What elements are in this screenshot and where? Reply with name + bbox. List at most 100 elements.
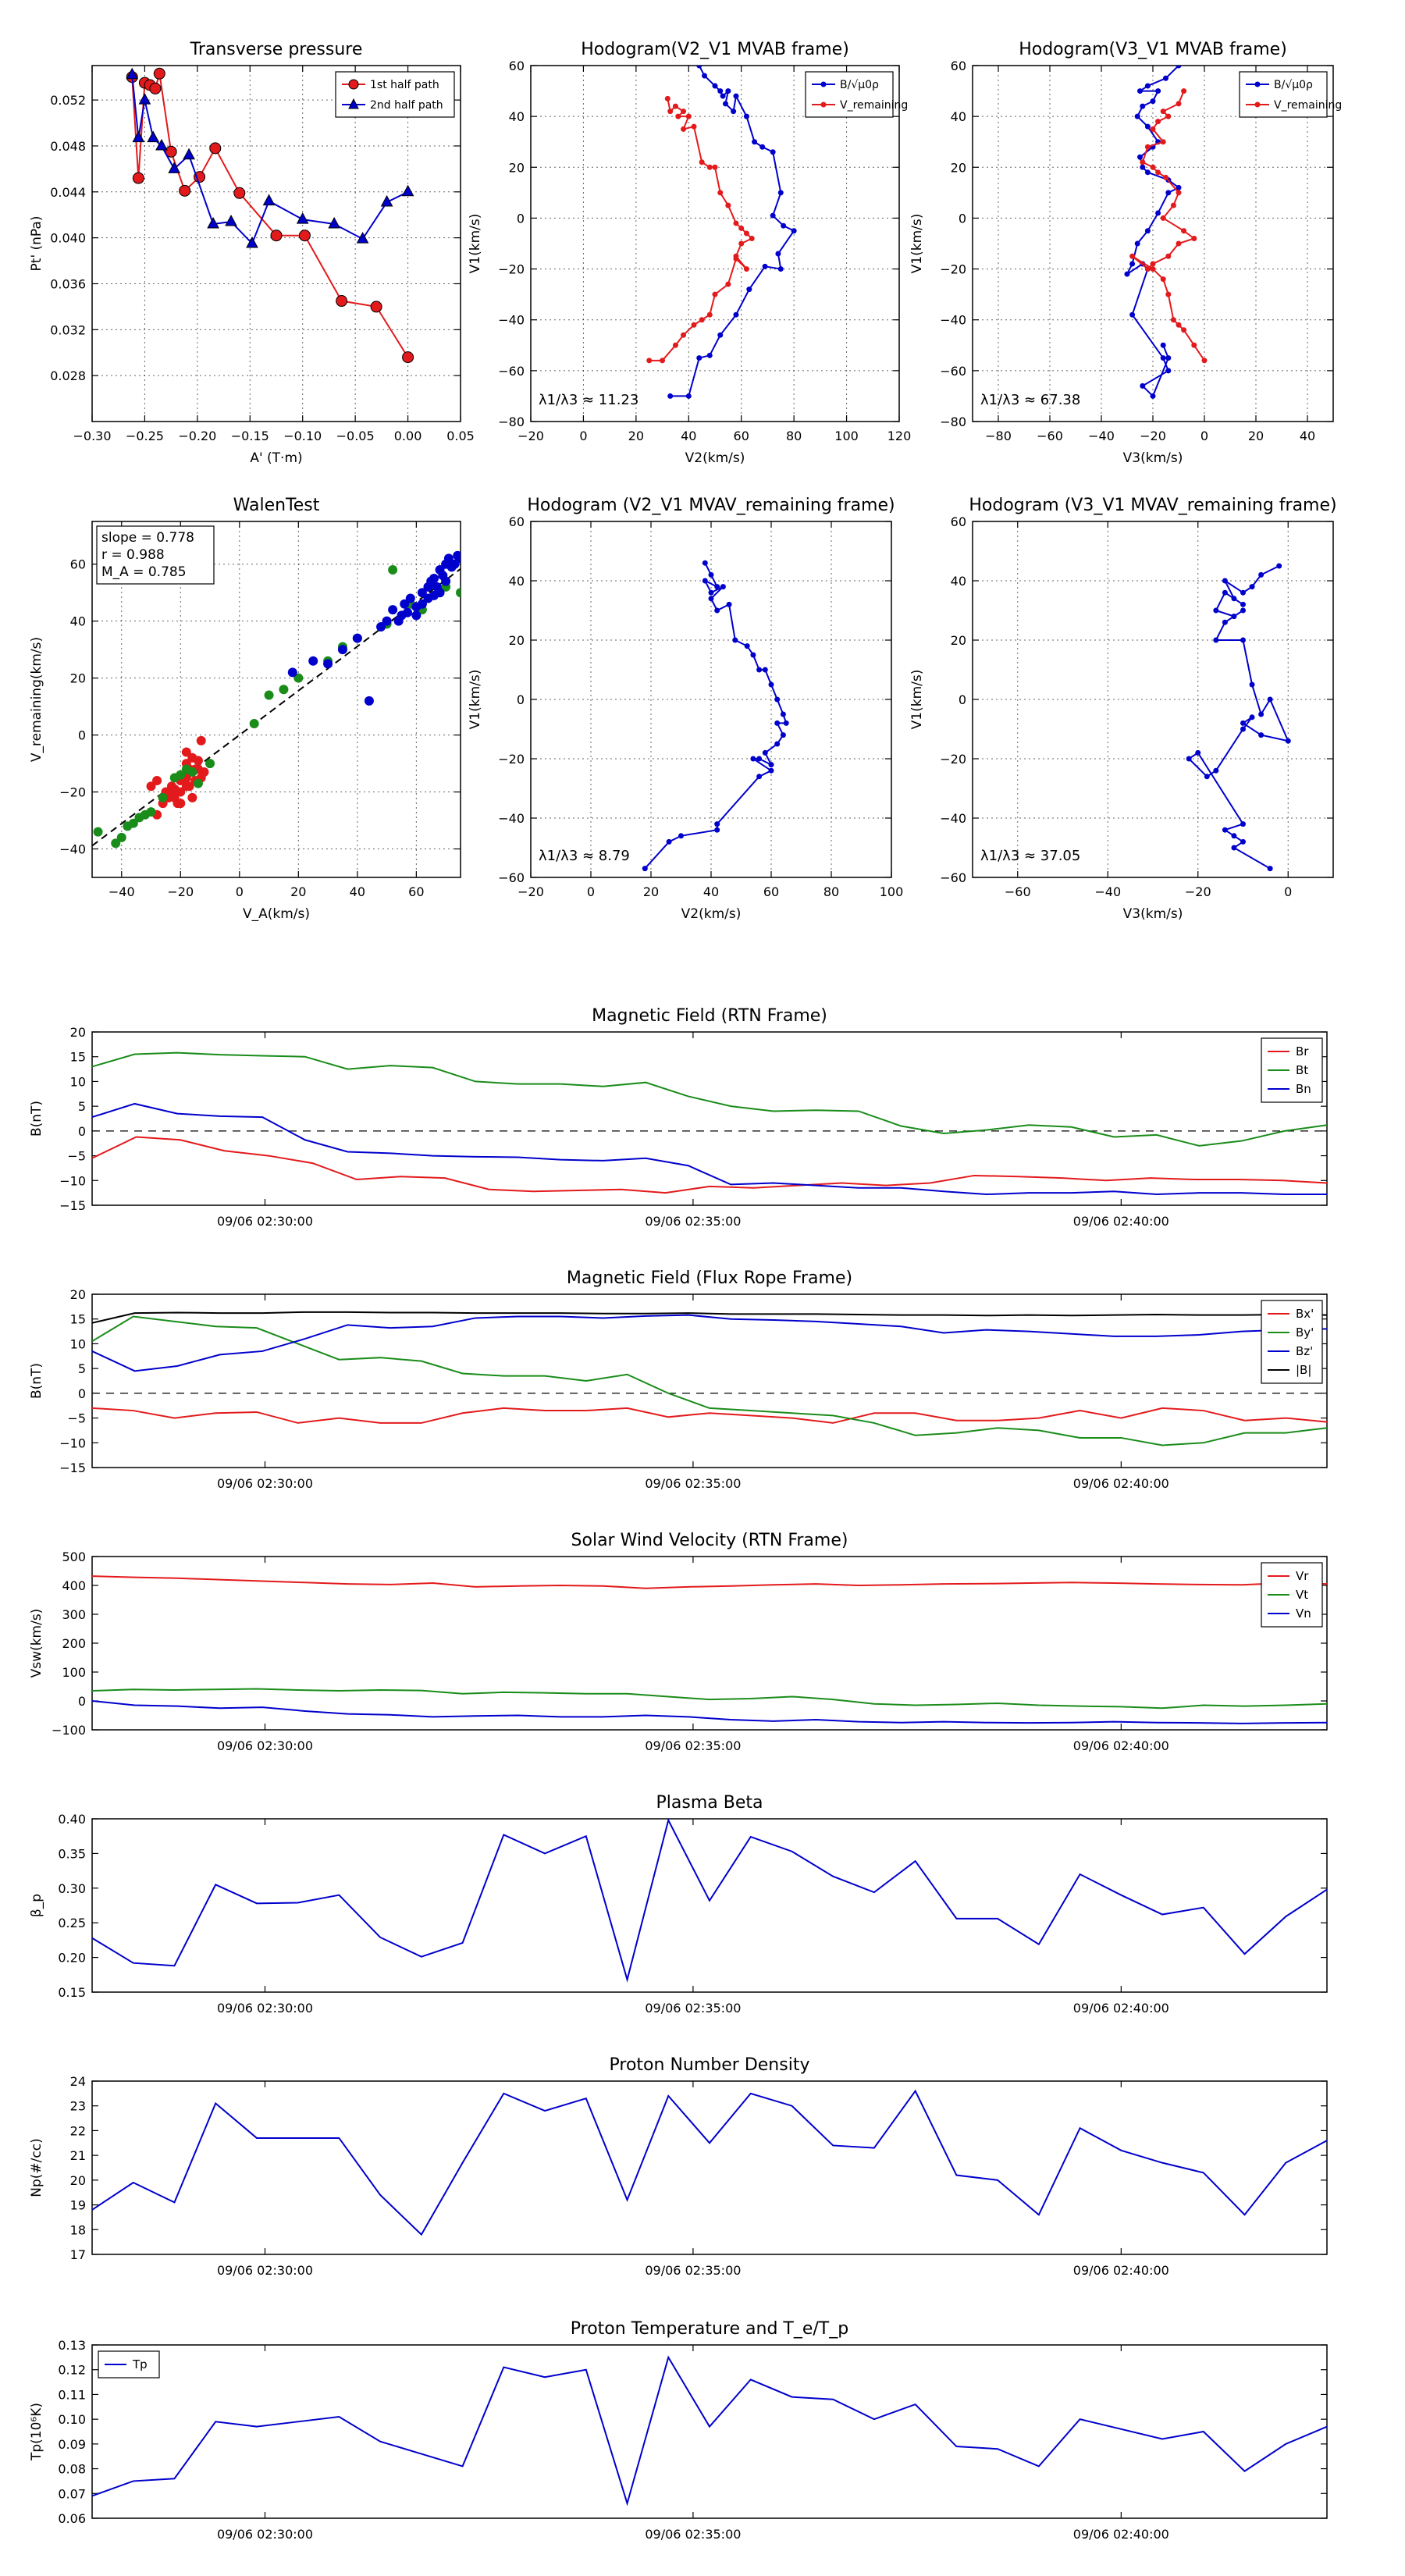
data-point (732, 637, 738, 643)
x-axis-label: V2(km/s) (685, 450, 745, 466)
data-point (196, 735, 206, 745)
x-tick-label: 0.00 (394, 429, 422, 443)
y-tick-label: −60 (940, 364, 966, 379)
series-0 (667, 66, 797, 399)
y-tick-label: 20 (509, 160, 525, 175)
data-point (733, 256, 739, 262)
data-point (712, 164, 718, 170)
data-point (762, 667, 768, 673)
legend: Br Bt Bn (1261, 1037, 1323, 1103)
data-point (708, 571, 714, 578)
y-tick-label: 40 (951, 574, 966, 589)
legend: Bx' By' Bz' |B| (1261, 1300, 1323, 1384)
data-point (1129, 311, 1136, 318)
data-point (1165, 291, 1172, 297)
data-point (777, 190, 784, 196)
y-tick-label: −40 (498, 811, 525, 826)
data-point (323, 659, 333, 669)
data-point (667, 393, 674, 399)
x-tick-label: −40 (108, 884, 135, 899)
legend-marker (820, 81, 827, 87)
data-point (1134, 240, 1140, 247)
y-tick-label: 22 (70, 2123, 86, 2138)
stats-line: slope = 0.778 (101, 530, 194, 546)
y-axis-label: V_remaining(km/s) (29, 637, 44, 762)
data-point (768, 762, 774, 768)
y-tick-label: −20 (940, 262, 966, 277)
data-point (706, 352, 713, 358)
y-tick-label: −10 (59, 1436, 86, 1450)
data-point (780, 732, 786, 738)
y-tick-label: 10 (70, 1336, 86, 1351)
x-tick-label: 09/06 02:40:00 (1073, 1476, 1169, 1491)
y-tick-label: 0 (78, 1386, 86, 1401)
data-point (1160, 139, 1166, 145)
data-point (780, 711, 786, 717)
y-tick-label: −20 (59, 785, 86, 800)
data-point (746, 286, 752, 293)
y-tick-label: 0.036 (50, 276, 86, 291)
y-tick-label: 40 (509, 574, 525, 589)
legend-label: Bn (1296, 1082, 1311, 1096)
data-point (1160, 342, 1166, 348)
chart-ts_v: Solar Wind Velocity (RTN Frame) −100 0 100 2… (29, 1531, 1328, 1753)
data-point (1137, 154, 1143, 160)
data-point (149, 82, 162, 94)
data-point (777, 266, 784, 272)
y-tick-label: 0.25 (58, 1916, 86, 1930)
x-tick-label: 09/06 02:35:00 (645, 2263, 741, 2278)
data-point (376, 621, 386, 632)
chart-hb2: Hodogram(V3_V1 MVAB frame) −80 −60 −40 −20 0 2… (909, 40, 1342, 466)
series-line (91, 1700, 1328, 1724)
y-tick-label: 0 (517, 211, 525, 226)
legend-label: V_remaining (840, 99, 908, 112)
y-tick-label: 20 (951, 160, 966, 175)
data-point (666, 838, 672, 845)
data-point (750, 652, 756, 658)
y-tick-label: 40 (509, 109, 525, 124)
plot-area (642, 560, 789, 872)
x-tick-label: 09/06 02:30:00 (217, 2263, 313, 2278)
data-point (328, 216, 341, 229)
data-point (774, 696, 781, 703)
y-tick-label: 20 (70, 671, 86, 686)
data-point (176, 799, 186, 809)
y-tick-label: −10 (59, 1173, 86, 1188)
data-point (725, 281, 731, 287)
data-point (146, 807, 156, 817)
series-line (91, 1314, 1328, 1372)
data-point (168, 162, 181, 173)
stats-frame (96, 525, 215, 585)
data-point (660, 358, 666, 364)
data-point (1150, 164, 1156, 170)
series-1 (93, 565, 461, 849)
data-point (1285, 738, 1291, 744)
y-tick-label: 0.07 (58, 2486, 86, 2501)
data-point (1231, 596, 1237, 602)
data-point (759, 144, 766, 150)
y-tick-label: 15 (70, 1050, 86, 1065)
data-point (187, 767, 197, 777)
data-point (187, 792, 197, 802)
y-axis-label: Tp(10⁶K) (29, 2403, 44, 2461)
data-point (138, 93, 151, 105)
data-point (308, 656, 318, 666)
y-tick-label: 20 (951, 633, 966, 648)
data-point (1213, 767, 1219, 774)
x-axis-label: V2(km/s) (681, 906, 742, 922)
data-point (1144, 83, 1151, 89)
x-tick-label: 09/06 02:35:00 (645, 1214, 741, 1229)
data-point (1240, 720, 1246, 726)
legend-label: Vn (1296, 1606, 1311, 1621)
series-line (91, 1315, 1328, 1446)
y-tick-label: −60 (498, 364, 525, 379)
data-point (1144, 169, 1151, 176)
y-tick-label: 0.40 (58, 1812, 86, 1827)
data-point (132, 130, 145, 143)
y-tick-label: 40 (951, 109, 966, 124)
data-point (1176, 101, 1182, 107)
data-point (155, 138, 168, 151)
data-point (1165, 190, 1172, 196)
data-point (712, 291, 718, 297)
annotation: λ1/λ3 ≈ 67.38 (980, 392, 1080, 408)
